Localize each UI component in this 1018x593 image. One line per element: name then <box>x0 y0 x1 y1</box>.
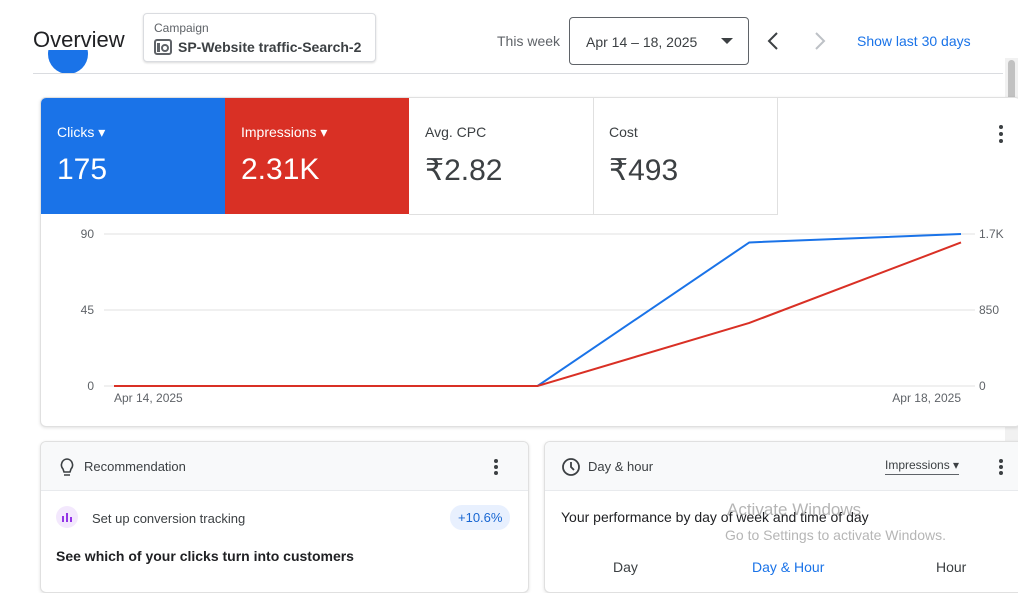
clock-icon <box>562 458 580 476</box>
period-label: This week <box>497 33 561 49</box>
metric-dropdown[interactable]: Impressions ▾ <box>885 458 960 475</box>
metric-label-text: Clicks <box>57 124 95 140</box>
uplift-badge: +10.6% <box>450 505 511 530</box>
bulb-icon <box>60 458 74 476</box>
more-menu[interactable] <box>493 458 499 476</box>
watermark-text: Go to Settings to activate Windows. <box>725 527 946 543</box>
nav-arrows[interactable] <box>764 30 834 52</box>
more-menu[interactable] <box>998 458 1004 476</box>
chart: 0 45 90 0 850 1.7K Apr 14, 2025 Apr 18, 2025 <box>81 227 1004 405</box>
y2-tick-label: 1.7K <box>979 227 1004 241</box>
y-tick-label: 45 <box>81 303 95 317</box>
metric-value: ₹493 <box>609 154 679 187</box>
tab[interactable]: Hour <box>936 559 967 575</box>
metric-tile[interactable]: Cost ₹493 <box>593 98 778 215</box>
metric-label-text: Impressions <box>241 124 317 140</box>
card-title: Day & hour <box>588 459 654 474</box>
metric-value: ₹2.82 <box>425 154 503 187</box>
divider <box>33 73 1003 74</box>
more-menu[interactable] <box>997 124 1005 144</box>
metric-label: Cost <box>609 124 638 140</box>
campaign-selector[interactable]: Campaign SP-Website traffic-Search-2 <box>143 13 376 62</box>
metric-value: 175 <box>57 153 108 186</box>
metric-tile[interactable]: Avg. CPC ₹2.82 <box>409 98 594 215</box>
day-hour-headline: Your performance by day of week and time… <box>561 509 869 525</box>
date-range-selector[interactable]: Apr 14 – 18, 2025 <box>569 17 749 65</box>
y-tick-label: 0 <box>87 379 94 393</box>
tab[interactable]: Day <box>613 559 638 575</box>
page: {"header": {"title": "Overview", "campai… <box>33 13 1018 593</box>
card-header <box>545 442 1018 491</box>
avatar-partial <box>48 50 88 76</box>
card-title: Recommendation <box>84 459 186 474</box>
x-tick-label: Apr 18, 2025 <box>892 391 961 405</box>
campaign-label: Campaign <box>154 21 209 35</box>
metric-label: Avg. CPC <box>425 124 487 140</box>
metric-tile[interactable]: Clicks ▾ 175 <box>41 98 225 214</box>
recommendation-item[interactable]: Set up conversion tracking <box>92 511 246 526</box>
y2-tick-label: 850 <box>979 303 999 317</box>
x-tick-label: Apr 14, 2025 <box>114 391 183 405</box>
chart-icon <box>56 506 78 528</box>
day-hour-card: Day & hour Impressions ▾ Your performanc… <box>544 441 1018 593</box>
watermark-title: Activate Windows <box>727 500 862 519</box>
metric-label: Impressions ▾ <box>241 124 328 140</box>
tab[interactable]: Day & Hour <box>752 559 825 575</box>
dropdown-arrow <box>721 38 733 44</box>
campaign-name: SP-Website traffic-Search-2 <box>178 39 362 55</box>
y2-tick-label: 0 <box>979 379 986 393</box>
recommendation-card: Recommendation Set up conversion trackin… <box>40 441 529 593</box>
series-line <box>114 241 962 387</box>
recommendation-headline: See which of your clicks turn into custo… <box>56 548 354 564</box>
metric-dropdown-text: Impressions <box>885 458 950 472</box>
show-last-30-days[interactable]: Show last 30 days <box>857 33 971 49</box>
metric-value: 2.31K <box>241 153 320 186</box>
campaign-icon <box>154 39 172 55</box>
y-tick-label: 90 <box>81 227 95 241</box>
date-range: Apr 14 – 18, 2025 <box>586 34 698 50</box>
card-header <box>41 442 528 491</box>
page-title: Overview <box>33 27 125 52</box>
metric-tile[interactable]: Impressions ▾ 2.31K <box>225 98 409 214</box>
metric-label: Clicks ▾ <box>57 124 106 140</box>
performance-card: Clicks ▾ 175 Impressions ▾ 2.31K Avg. CP… <box>40 97 1018 427</box>
